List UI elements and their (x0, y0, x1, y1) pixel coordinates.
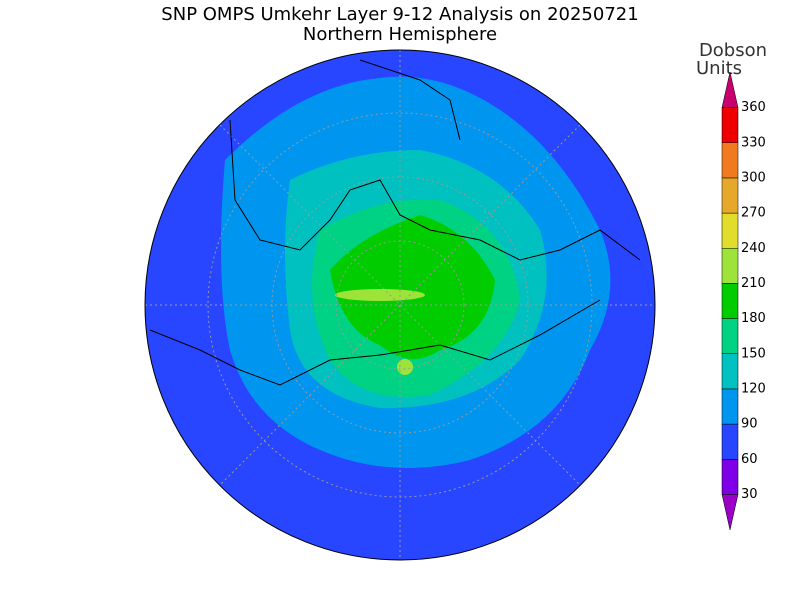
colorbar-label: Dobson (699, 40, 767, 61)
colorbar-segment (721, 212, 739, 249)
colorbar-tick-label: 300 (741, 170, 766, 185)
colorbar-segment (721, 248, 739, 284)
title: SNP OMPS Umkehr Layer 9-12 Analysis on 2… (161, 4, 638, 25)
colorbar-tick-label: 150 (741, 346, 766, 361)
coastlines (149, 59, 641, 386)
colorbar-label: Units (696, 58, 742, 79)
contour-180 (330, 215, 495, 359)
colorbar-tick-label: 180 (741, 311, 766, 326)
colorbar-segment (721, 388, 739, 425)
colorbar-segment (721, 423, 739, 460)
colorbar-tick-label: 360 (741, 100, 766, 115)
colorbar-tick-label: 210 (741, 276, 766, 291)
colorbar-segment (721, 318, 739, 355)
colorbar-tick-label: 330 (741, 135, 766, 150)
colorbar-tick-label: 270 (741, 206, 766, 221)
colorbar-tick-label: 60 (741, 452, 758, 467)
colorbar-tick-label: 30 (741, 487, 758, 502)
contour-210 (335, 289, 425, 301)
contour-210 (397, 359, 413, 375)
subtitle: Northern Hemisphere (303, 24, 497, 45)
colorbar-tick-label: 120 (741, 381, 766, 396)
colorbar-extend (721, 71, 739, 108)
colorbar: Dobson Units 30 60 90 120 150 180 210 240 270 300… (696, 40, 767, 531)
colorbar-tick-label: 90 (741, 417, 758, 432)
colorbar-segment (721, 177, 739, 214)
colorbar-segment (721, 107, 739, 144)
colorbar-extend (721, 494, 739, 531)
colorbar-tick-label: 240 (741, 241, 766, 256)
colorbar-segment (721, 142, 739, 179)
colorbar-segment (721, 459, 739, 495)
polar-map (144, 49, 656, 561)
colorbar-segment (721, 283, 739, 319)
colorbar-segment (721, 353, 739, 390)
